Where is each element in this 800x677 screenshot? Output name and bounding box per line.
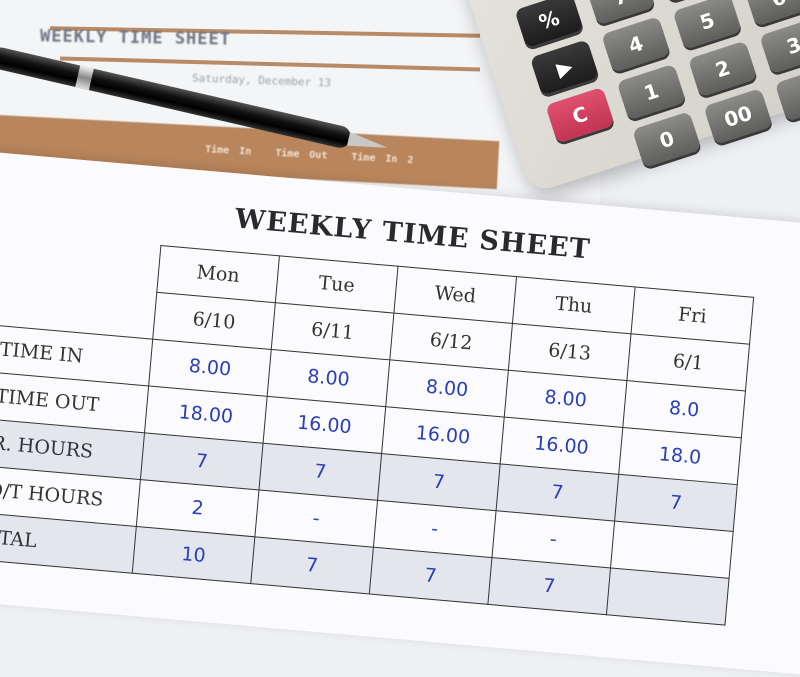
background-date: Saturday, December 13 xyxy=(191,71,332,90)
calc-key: 2 xyxy=(687,40,758,98)
calc-key: 3 xyxy=(759,17,800,74)
time-sheet: WEEKLY TIME SHEET Mon Tue Wed Thu Fri 6/… xyxy=(0,150,800,677)
time-table: Mon Tue Wed Thu Fri 6/10 6/11 6/12 6/13 … xyxy=(0,231,754,626)
calc-key: % xyxy=(514,0,584,49)
background-title: WEEKLY TIME SHEET xyxy=(39,26,232,50)
cell xyxy=(606,567,730,626)
calc-key: 0 xyxy=(632,111,702,168)
cell: 7 xyxy=(369,547,492,605)
calc-key: 00 xyxy=(703,88,773,145)
cell: 7 xyxy=(250,536,374,594)
cell: 10 xyxy=(132,526,255,584)
calc-key: ▶ xyxy=(529,39,600,96)
calc-key: 4 xyxy=(601,16,671,73)
pen-ring xyxy=(75,65,94,91)
calc-key: · xyxy=(774,64,800,122)
calc-key: 6 xyxy=(743,0,800,27)
bg-column: Time In xyxy=(204,144,252,158)
divider xyxy=(60,56,480,72)
cell: 7 xyxy=(487,557,611,615)
calc-key: 5 xyxy=(672,0,742,50)
calc-key-clear: C xyxy=(545,86,615,144)
calc-key: 1 xyxy=(616,63,687,121)
